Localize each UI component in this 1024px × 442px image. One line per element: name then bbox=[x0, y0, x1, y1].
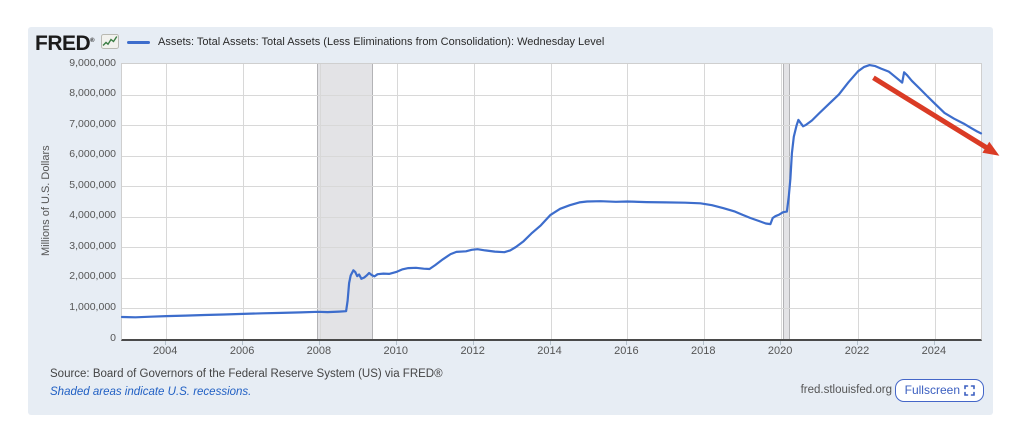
y-tick-label: 7,000,000 bbox=[69, 117, 116, 130]
x-axis-tick bbox=[318, 341, 320, 345]
y-tick-label: 2,000,000 bbox=[69, 270, 116, 283]
horizontal-gridline bbox=[122, 155, 981, 157]
vertical-gridline bbox=[781, 64, 783, 339]
horizontal-gridline bbox=[122, 125, 981, 127]
y-axis-title: Millions of U.S. Dollars bbox=[40, 145, 52, 256]
horizontal-gridline bbox=[122, 94, 981, 96]
x-axis-tick bbox=[165, 341, 167, 345]
x-tick-label: 2018 bbox=[691, 345, 716, 357]
y-tick-label: 4,000,000 bbox=[69, 209, 116, 222]
x-tick-label: 2008 bbox=[306, 345, 332, 357]
fred-logo-trademark: ® bbox=[90, 38, 95, 44]
x-tick-label: 2020 bbox=[767, 345, 793, 357]
x-axis-tick bbox=[242, 341, 244, 345]
y-tick-label: 9,000,000 bbox=[69, 56, 116, 69]
vertical-gridline bbox=[396, 64, 398, 339]
x-tick-label: 2014 bbox=[537, 345, 562, 357]
y-tick-label: 5,000,000 bbox=[69, 178, 116, 191]
vertical-gridline bbox=[704, 64, 706, 339]
horizontal-gridline bbox=[122, 186, 981, 188]
x-tick-label: 2006 bbox=[229, 345, 255, 357]
vertical-gridline bbox=[473, 64, 475, 339]
y-tick-label: 3,000,000 bbox=[69, 239, 116, 252]
fred-logo: FRED® bbox=[35, 30, 95, 55]
trend-arrow-head bbox=[982, 141, 1000, 156]
x-tick-label: 2004 bbox=[152, 345, 178, 357]
y-tick-label: 6,000,000 bbox=[69, 148, 116, 161]
fred-logo-chart-icon bbox=[101, 34, 119, 49]
site-url: fred.stlouisfed.org bbox=[800, 384, 892, 396]
x-tick-label: 2016 bbox=[614, 345, 639, 357]
x-axis-tick bbox=[395, 341, 397, 345]
x-axis-tick bbox=[703, 341, 705, 345]
recession-note-link[interactable]: Shaded areas indicate U.S. recessions. bbox=[50, 386, 252, 398]
fullscreen-button[interactable]: Fullscreen bbox=[894, 379, 984, 402]
horizontal-gridline bbox=[122, 308, 981, 310]
x-axis-tick bbox=[933, 341, 935, 345]
x-tick-label: 2024 bbox=[921, 345, 947, 357]
source-text: Source: Board of Governors of the Federa… bbox=[50, 368, 443, 380]
recession-band bbox=[783, 64, 790, 339]
vertical-gridline bbox=[550, 64, 552, 339]
horizontal-gridline bbox=[122, 277, 981, 279]
x-axis-tick bbox=[472, 341, 474, 345]
fred-chart-card: FRED® Assets: Total Assets: Total Assets… bbox=[28, 27, 1000, 415]
x-axis-tick bbox=[857, 341, 858, 345]
horizontal-gridline bbox=[122, 216, 981, 218]
fullscreen-icon bbox=[964, 384, 975, 396]
chart-canvas bbox=[120, 64, 1000, 319]
y-tick-label: 1,000,000 bbox=[69, 300, 116, 313]
vertical-gridline bbox=[243, 64, 245, 339]
x-tick-label: 2010 bbox=[383, 345, 409, 357]
x-axis-tick bbox=[549, 341, 551, 345]
vertical-gridline bbox=[934, 64, 936, 339]
horizontal-gridline bbox=[122, 247, 981, 249]
fred-logo-text: FRED bbox=[35, 32, 91, 55]
legend-label: Assets: Total Assets: Total Assets (Less… bbox=[158, 36, 605, 48]
assets-line-series bbox=[120, 64, 983, 319]
x-axis-tick bbox=[780, 341, 782, 345]
y-tick-label: 8,000,000 bbox=[69, 87, 116, 100]
y-tick-label: 0 bbox=[110, 331, 116, 344]
vertical-gridline bbox=[319, 64, 321, 339]
legend-line-swatch bbox=[127, 41, 150, 44]
x-axis-tick bbox=[626, 341, 628, 345]
trend-arrow-shaft bbox=[872, 75, 989, 151]
fullscreen-button-label: Fullscreen bbox=[904, 383, 960, 397]
recession-band bbox=[316, 64, 373, 339]
vertical-gridline bbox=[858, 64, 859, 339]
x-tick-label: 2012 bbox=[460, 345, 485, 357]
plot-area[interactable] bbox=[120, 63, 1000, 341]
vertical-gridline bbox=[166, 64, 168, 339]
x-tick-label: 2022 bbox=[844, 345, 870, 357]
